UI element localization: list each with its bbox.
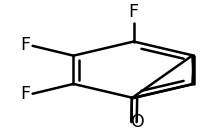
Text: F: F (129, 3, 139, 21)
Text: O: O (131, 113, 145, 131)
Text: F: F (20, 36, 30, 55)
Text: F: F (20, 85, 30, 103)
